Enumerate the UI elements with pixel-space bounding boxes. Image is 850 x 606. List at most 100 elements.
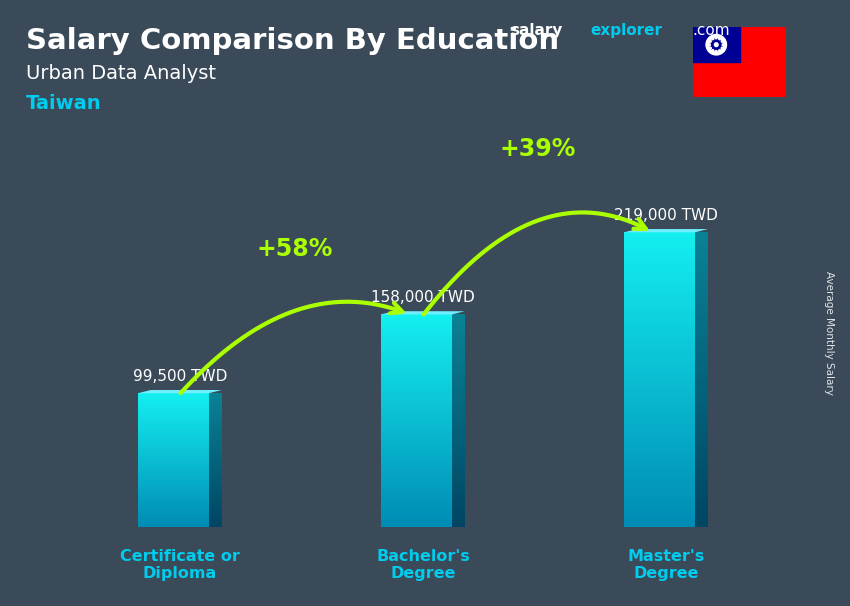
Bar [452, 353, 465, 357]
Bar [452, 439, 465, 442]
Bar [452, 481, 465, 485]
Bar [695, 513, 708, 518]
Text: salary: salary [510, 23, 563, 38]
Polygon shape [138, 390, 222, 393]
Bar [138, 445, 209, 447]
Bar [381, 414, 452, 418]
Bar [381, 491, 452, 495]
Bar [138, 521, 209, 523]
Bar [209, 449, 222, 451]
Bar [452, 474, 465, 478]
Text: 219,000 TWD: 219,000 TWD [614, 208, 718, 222]
Text: Salary Comparison By Education: Salary Comparison By Education [26, 27, 558, 55]
Bar [452, 375, 465, 378]
Bar [381, 445, 452, 449]
Bar [624, 247, 695, 252]
Bar [381, 516, 452, 520]
Bar [138, 474, 209, 476]
Bar [381, 467, 452, 470]
Circle shape [714, 43, 718, 47]
Bar [381, 499, 452, 502]
Bar [452, 478, 465, 481]
Bar [138, 476, 209, 478]
Bar [209, 416, 222, 418]
Bar [452, 495, 465, 499]
Bar [695, 276, 708, 281]
Bar [624, 232, 695, 237]
Bar [452, 513, 465, 516]
Bar [381, 453, 452, 456]
Bar [209, 496, 222, 498]
Bar [695, 518, 708, 522]
Bar [452, 378, 465, 382]
Bar [209, 413, 222, 416]
Bar [452, 382, 465, 385]
Bar [138, 507, 209, 510]
Polygon shape [718, 50, 722, 53]
Bar [452, 488, 465, 491]
Bar [693, 27, 740, 62]
Bar [381, 368, 452, 371]
Bar [209, 478, 222, 481]
Bar [695, 473, 708, 478]
Bar [452, 332, 465, 336]
Bar [138, 451, 209, 453]
Bar [381, 371, 452, 375]
Text: Taiwan: Taiwan [26, 94, 101, 113]
Bar [624, 257, 695, 262]
Bar [381, 315, 452, 318]
Bar [624, 448, 695, 453]
Bar [209, 525, 222, 527]
Bar [209, 516, 222, 518]
Bar [138, 516, 209, 518]
Bar [624, 237, 695, 242]
Bar [695, 291, 708, 296]
Bar [381, 347, 452, 350]
Bar [695, 336, 708, 341]
Bar [138, 424, 209, 427]
Bar [381, 393, 452, 396]
Bar [624, 419, 695, 424]
Bar [381, 407, 452, 410]
Polygon shape [721, 47, 725, 50]
Bar [452, 393, 465, 396]
Bar [381, 449, 452, 453]
Bar [209, 462, 222, 465]
Bar [138, 489, 209, 491]
Bar [624, 502, 695, 508]
Bar [381, 343, 452, 347]
Bar [624, 458, 695, 464]
Bar [209, 418, 222, 420]
Bar [381, 439, 452, 442]
Bar [624, 404, 695, 409]
Bar [452, 347, 465, 350]
Bar [452, 322, 465, 325]
Bar [695, 464, 708, 468]
Bar [624, 321, 695, 325]
Bar [381, 325, 452, 328]
Bar [209, 447, 222, 449]
Bar [138, 498, 209, 501]
Bar [695, 331, 708, 336]
Bar [452, 485, 465, 488]
Bar [209, 514, 222, 516]
Bar [452, 510, 465, 513]
Bar [209, 445, 222, 447]
Bar [381, 510, 452, 513]
Bar [381, 339, 452, 343]
Bar [624, 331, 695, 336]
Polygon shape [721, 39, 725, 42]
Bar [381, 520, 452, 524]
Polygon shape [707, 39, 711, 42]
Bar [695, 301, 708, 306]
Bar [381, 332, 452, 336]
Bar [209, 518, 222, 521]
Bar [209, 427, 222, 429]
Bar [138, 431, 209, 433]
Bar [138, 411, 209, 413]
Polygon shape [718, 36, 722, 40]
Text: +58%: +58% [257, 237, 333, 261]
Bar [209, 523, 222, 525]
Bar [209, 429, 222, 431]
Bar [138, 440, 209, 442]
